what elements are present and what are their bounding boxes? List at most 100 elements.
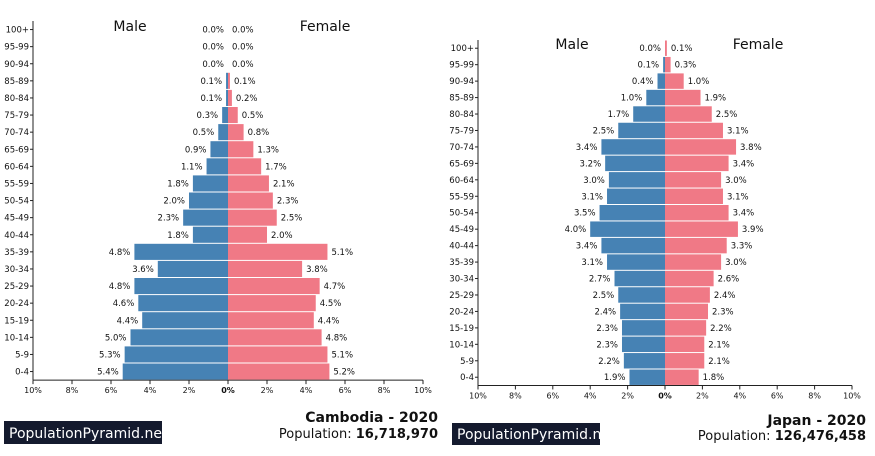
female-bar-65-69	[665, 155, 729, 172]
female-bar-65-69	[228, 141, 254, 158]
female-value-65-69: 1.3%	[257, 145, 279, 155]
male-header: Male	[555, 37, 588, 53]
male-value-90-94: 0.0%	[202, 60, 224, 70]
male-value-65-69: 3.2%	[580, 159, 602, 169]
male-bar-85-89	[226, 72, 228, 89]
x-tick-label: 8%	[66, 386, 79, 395]
female-bar-25-29	[665, 287, 710, 303]
female-value-60-64: 1.7%	[265, 162, 287, 172]
female-value-100+: 0.0%	[232, 26, 254, 36]
male-bar-15-19	[142, 312, 228, 329]
age-label-0-4: 0-4	[15, 368, 29, 378]
population-text: Population: 16,718,970	[279, 427, 438, 442]
female-value-85-89: 1.9%	[705, 94, 727, 104]
female-value-75-79: 3.1%	[727, 126, 749, 136]
male-value-20-24: 2.4%	[595, 307, 617, 317]
female-bar-50-54	[228, 192, 273, 209]
female-value-100+: 0.1%	[671, 44, 693, 54]
female-value-55-59: 2.1%	[273, 179, 295, 189]
female-bar-55-59	[665, 188, 723, 204]
age-label-20-24: 20-24	[449, 307, 474, 317]
male-value-40-44: 1.8%	[167, 231, 189, 241]
male-bar-45-49	[590, 221, 665, 237]
male-bar-75-79	[222, 107, 228, 124]
male-bar-55-59	[607, 188, 665, 204]
age-label-55-59: 55-59	[449, 192, 474, 202]
female-value-45-49: 3.9%	[742, 225, 764, 235]
female-value-40-44: 2.0%	[271, 231, 293, 241]
age-label-40-44: 40-44	[4, 231, 29, 241]
country-title: Japan - 2020	[766, 413, 866, 429]
female-value-70-74: 0.8%	[248, 128, 270, 138]
x-tick-label: 8%	[509, 391, 522, 400]
brand-link[interactable]: PopulationPyramid.net	[457, 427, 616, 443]
male-value-35-39: 4.8%	[109, 248, 131, 258]
age-label-15-19: 15-19	[449, 324, 474, 334]
female-bar-20-24	[228, 295, 316, 312]
female-value-70-74: 3.8%	[740, 143, 762, 153]
female-bar-85-89	[228, 72, 230, 89]
x-tick-label: 10%	[414, 386, 432, 395]
male-value-0-4: 5.4%	[97, 368, 119, 378]
x-tick-label: 4%	[584, 391, 597, 400]
female-bar-75-79	[665, 122, 723, 139]
male-bar-20-24	[138, 295, 228, 312]
age-label-100+: 100+	[6, 26, 29, 36]
male-bar-0-4	[122, 363, 228, 380]
age-label-50-54: 50-54	[4, 197, 29, 207]
japan-pyramid-panel: 100+ 0.0% 0.1% 95-99 0.1% 0.3% 90-94 0.4% 1.0% 85…	[449, 37, 866, 445]
brand-badge[interactable]	[4, 421, 162, 444]
female-bar-80-84	[665, 106, 712, 122]
male-value-95-99: 0.1%	[638, 61, 660, 71]
female-value-75-79: 0.5%	[242, 111, 264, 121]
female-bar-35-39	[665, 254, 722, 270]
female-value-25-29: 4.7%	[324, 282, 346, 292]
male-value-10-14: 5.0%	[105, 333, 127, 343]
male-bar-25-29	[134, 278, 228, 295]
female-bar-50-54	[665, 205, 729, 221]
age-label-70-74: 70-74	[449, 143, 474, 153]
age-label-50-54: 50-54	[449, 209, 474, 219]
cambodia-pyramid-panel: 100+ 0.0% 0.0% 95-99 0.0% 0.0% 90-94 0.0% 0.0% 85…	[4, 19, 438, 444]
male-bar-15-19	[621, 320, 665, 336]
age-label-85-89: 85-89	[449, 94, 474, 104]
male-bar-20-24	[620, 303, 665, 320]
age-label-95-99: 95-99	[449, 61, 474, 71]
x-tick-label: 2%	[621, 391, 634, 400]
age-label-10-14: 10-14	[449, 340, 474, 350]
male-bar-65-69	[605, 155, 665, 172]
male-value-25-29: 4.8%	[109, 282, 131, 292]
age-label-20-24: 20-24	[4, 299, 29, 309]
male-value-80-84: 0.1%	[200, 94, 222, 104]
male-bar-90-94	[657, 73, 665, 89]
male-bar-65-69	[210, 141, 228, 158]
male-value-70-74: 0.5%	[193, 128, 215, 138]
age-label-40-44: 40-44	[449, 242, 474, 252]
x-tick-label: 4%	[733, 391, 746, 400]
population-text: Population: 126,476,458	[698, 429, 866, 444]
male-value-50-54: 2.0%	[163, 197, 185, 207]
male-value-5-9: 5.3%	[99, 350, 121, 360]
female-value-5-9: 2.1%	[708, 357, 730, 367]
female-bar-75-79	[228, 107, 238, 124]
male-value-55-59: 1.8%	[167, 179, 189, 189]
brand-link[interactable]: PopulationPyramid.net	[9, 426, 168, 442]
male-value-10-14: 2.3%	[596, 340, 618, 350]
male-bar-10-14	[130, 329, 228, 346]
age-label-45-49: 45-49	[4, 214, 29, 224]
age-label-35-39: 35-39	[4, 248, 29, 258]
female-value-35-39: 5.1%	[331, 248, 353, 258]
x-tick-label: 4%	[144, 386, 157, 395]
age-label-100+: 100+	[451, 44, 474, 54]
age-label-25-29: 25-29	[449, 291, 474, 301]
age-label-75-79: 75-79	[4, 111, 29, 121]
brand-badge[interactable]	[452, 423, 600, 445]
male-value-90-94: 0.4%	[632, 77, 654, 87]
female-value-80-84: 2.5%	[716, 110, 738, 120]
male-bar-50-54	[599, 205, 665, 221]
x-tick-label: 2%	[183, 386, 196, 395]
female-bar-40-44	[665, 237, 727, 254]
male-value-100+: 0.0%	[202, 26, 224, 36]
male-value-45-49: 2.3%	[158, 214, 180, 224]
